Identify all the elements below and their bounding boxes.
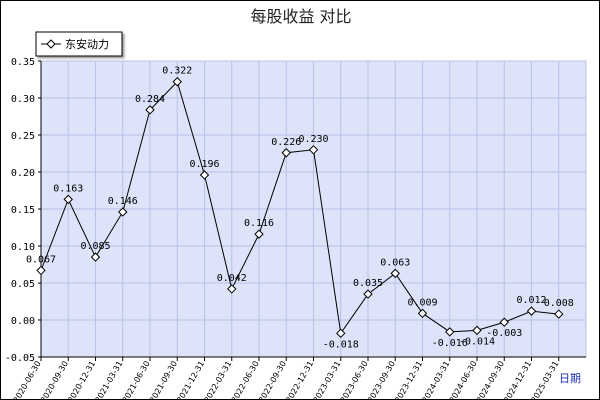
data-label: -0.014	[459, 336, 495, 347]
legend-series-name: 东安动力	[65, 37, 109, 51]
data-label: 0.146	[108, 196, 138, 207]
x-tick-label: 2022-09-30	[257, 360, 288, 400]
x-tick-label: 2024-09-30	[475, 360, 506, 400]
data-point-marker	[90, 252, 101, 262]
x-tick-label: 2021-09-30	[148, 360, 179, 400]
data-point-marker	[526, 306, 537, 316]
data-point-marker	[227, 284, 237, 294]
data-point-marker	[499, 317, 509, 327]
x-tick-label: 2024-12-31	[502, 360, 533, 400]
x-tick-label: 2020-06-30	[12, 360, 43, 400]
data-label: 0.067	[26, 254, 56, 265]
y-tick-label: 0.25	[11, 131, 35, 142]
y-tick-label: 0.10	[11, 242, 35, 253]
data-point-marker	[445, 327, 455, 337]
x-tick-label: 2020-09-30	[39, 360, 70, 400]
data-point-marker	[172, 77, 182, 87]
data-label: -0.018	[323, 339, 359, 350]
data-label: 0.012	[516, 295, 546, 306]
y-tick-label: 0.30	[11, 94, 35, 105]
data-point-marker	[308, 145, 319, 155]
legend: 东安动力	[35, 31, 123, 57]
y-tick-label: 0.15	[11, 205, 35, 216]
y-tick-label: -0.05	[5, 353, 35, 364]
x-unit-label: 日期	[559, 372, 581, 385]
x-tick-label: 2023-09-30	[366, 360, 397, 400]
x-tick-label: 2022-03-31	[202, 360, 233, 400]
data-label: 0.284	[135, 94, 165, 105]
y-tick-label: 0.35	[11, 57, 35, 68]
x-tick-label: 2022-06-30	[230, 360, 261, 400]
data-point-marker	[281, 148, 291, 158]
data-label: -0.003	[486, 328, 522, 339]
data-point-marker	[363, 289, 373, 299]
x-tick-label: 2020-12-31	[66, 360, 97, 400]
series-line	[40, 80, 559, 335]
y-tick-label: 0.00	[11, 316, 35, 327]
data-label: 0.230	[298, 134, 328, 145]
x-tick-label: 2021-12-31	[175, 360, 206, 400]
data-point-marker	[36, 265, 46, 276]
data-label: 0.226	[271, 137, 301, 148]
x-tick-label: 2023-06-30	[339, 360, 370, 400]
y-tick-label: 0.20	[11, 168, 35, 179]
data-label: 0.085	[80, 241, 110, 252]
series-layer	[36, 77, 564, 339]
chart-title: 每股收益 对比	[250, 7, 351, 26]
x-tick-label: 2022-12-31	[284, 360, 315, 400]
data-point-marker	[254, 229, 264, 239]
data-point-marker	[336, 328, 346, 339]
x-tick-label: 2021-03-31	[93, 360, 124, 400]
x-tick-label: 2023-03-31	[311, 360, 342, 400]
x-tick-label: 2023-12-31	[393, 360, 424, 400]
data-label: 0.009	[407, 297, 437, 308]
data-label: 0.042	[217, 273, 247, 284]
y-axis-ticks: -0.05 0.00 0.05 0.10 0.15 0.20 0.25 0.30 0.35	[5, 57, 41, 364]
data-point-marker	[63, 194, 73, 205]
data-label: 0.196	[189, 159, 219, 170]
data-point-marker	[118, 207, 128, 217]
y-tick-label: 0.05	[11, 279, 35, 290]
x-tick-label: 2021-06-30	[121, 360, 152, 400]
data-label: -0.016	[432, 338, 468, 349]
data-point-marker	[199, 170, 210, 180]
x-tick-label: 2024-03-31	[420, 360, 451, 400]
data-label: 0.063	[380, 257, 410, 268]
x-tick-label: 2024-06-30	[448, 360, 479, 400]
data-label: 0.116	[244, 218, 274, 229]
data-point-marker	[472, 325, 482, 336]
data-labels: 0.067 0.163 0.085 0.146 0.284 0.322 0.196 0.042…	[26, 66, 574, 351]
data-point-marker	[145, 105, 155, 115]
data-point-marker	[554, 309, 564, 319]
x-axis-ticks: 2020-06-302020-09-302020-12-312021-03-31…	[12, 357, 560, 400]
grid-lines	[41, 60, 587, 358]
data-label: 0.322	[162, 66, 192, 77]
data-point-marker	[417, 308, 428, 319]
data-point-marker	[390, 268, 400, 279]
data-label: 0.163	[53, 183, 83, 194]
x-tick-label: 2025-03-31	[529, 360, 560, 400]
data-label: 0.035	[353, 278, 383, 289]
legend-diamond-marker	[46, 39, 56, 49]
data-label: 0.008	[544, 298, 574, 309]
